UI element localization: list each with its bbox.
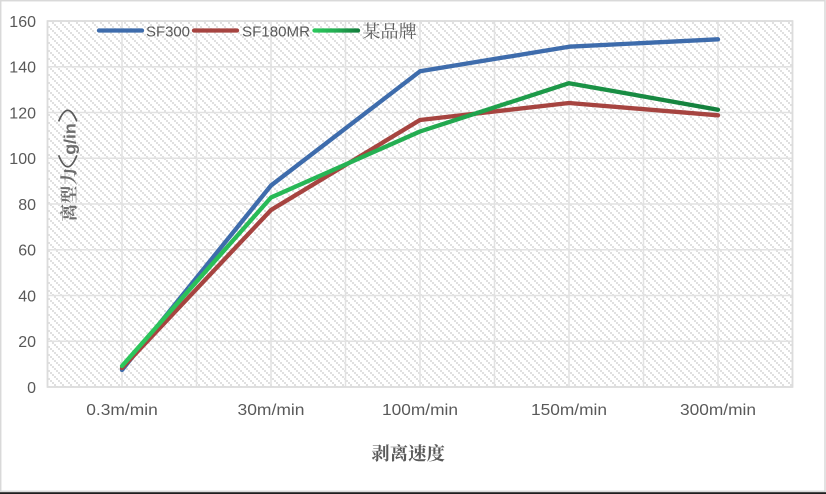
svg-text:20: 20 [18, 334, 36, 351]
svg-text:0.3m/min: 0.3m/min [86, 402, 158, 419]
svg-text:300m/min: 300m/min [680, 402, 756, 419]
svg-text:100m/min: 100m/min [382, 402, 458, 419]
svg-text:SF180MR: SF180MR [242, 24, 310, 41]
svg-text:60: 60 [18, 243, 36, 260]
svg-text:30m/min: 30m/min [238, 402, 305, 419]
svg-text:100: 100 [9, 151, 36, 168]
svg-text:80: 80 [18, 197, 36, 214]
svg-text:g/in: g/in [60, 123, 79, 155]
svg-text:140: 140 [9, 60, 36, 77]
svg-text:120: 120 [9, 105, 36, 122]
svg-text:SF300: SF300 [146, 24, 190, 41]
svg-text:40: 40 [18, 288, 36, 305]
svg-text:160: 160 [9, 14, 36, 31]
svg-text:150m/min: 150m/min [531, 402, 607, 419]
svg-text:0: 0 [27, 380, 36, 397]
